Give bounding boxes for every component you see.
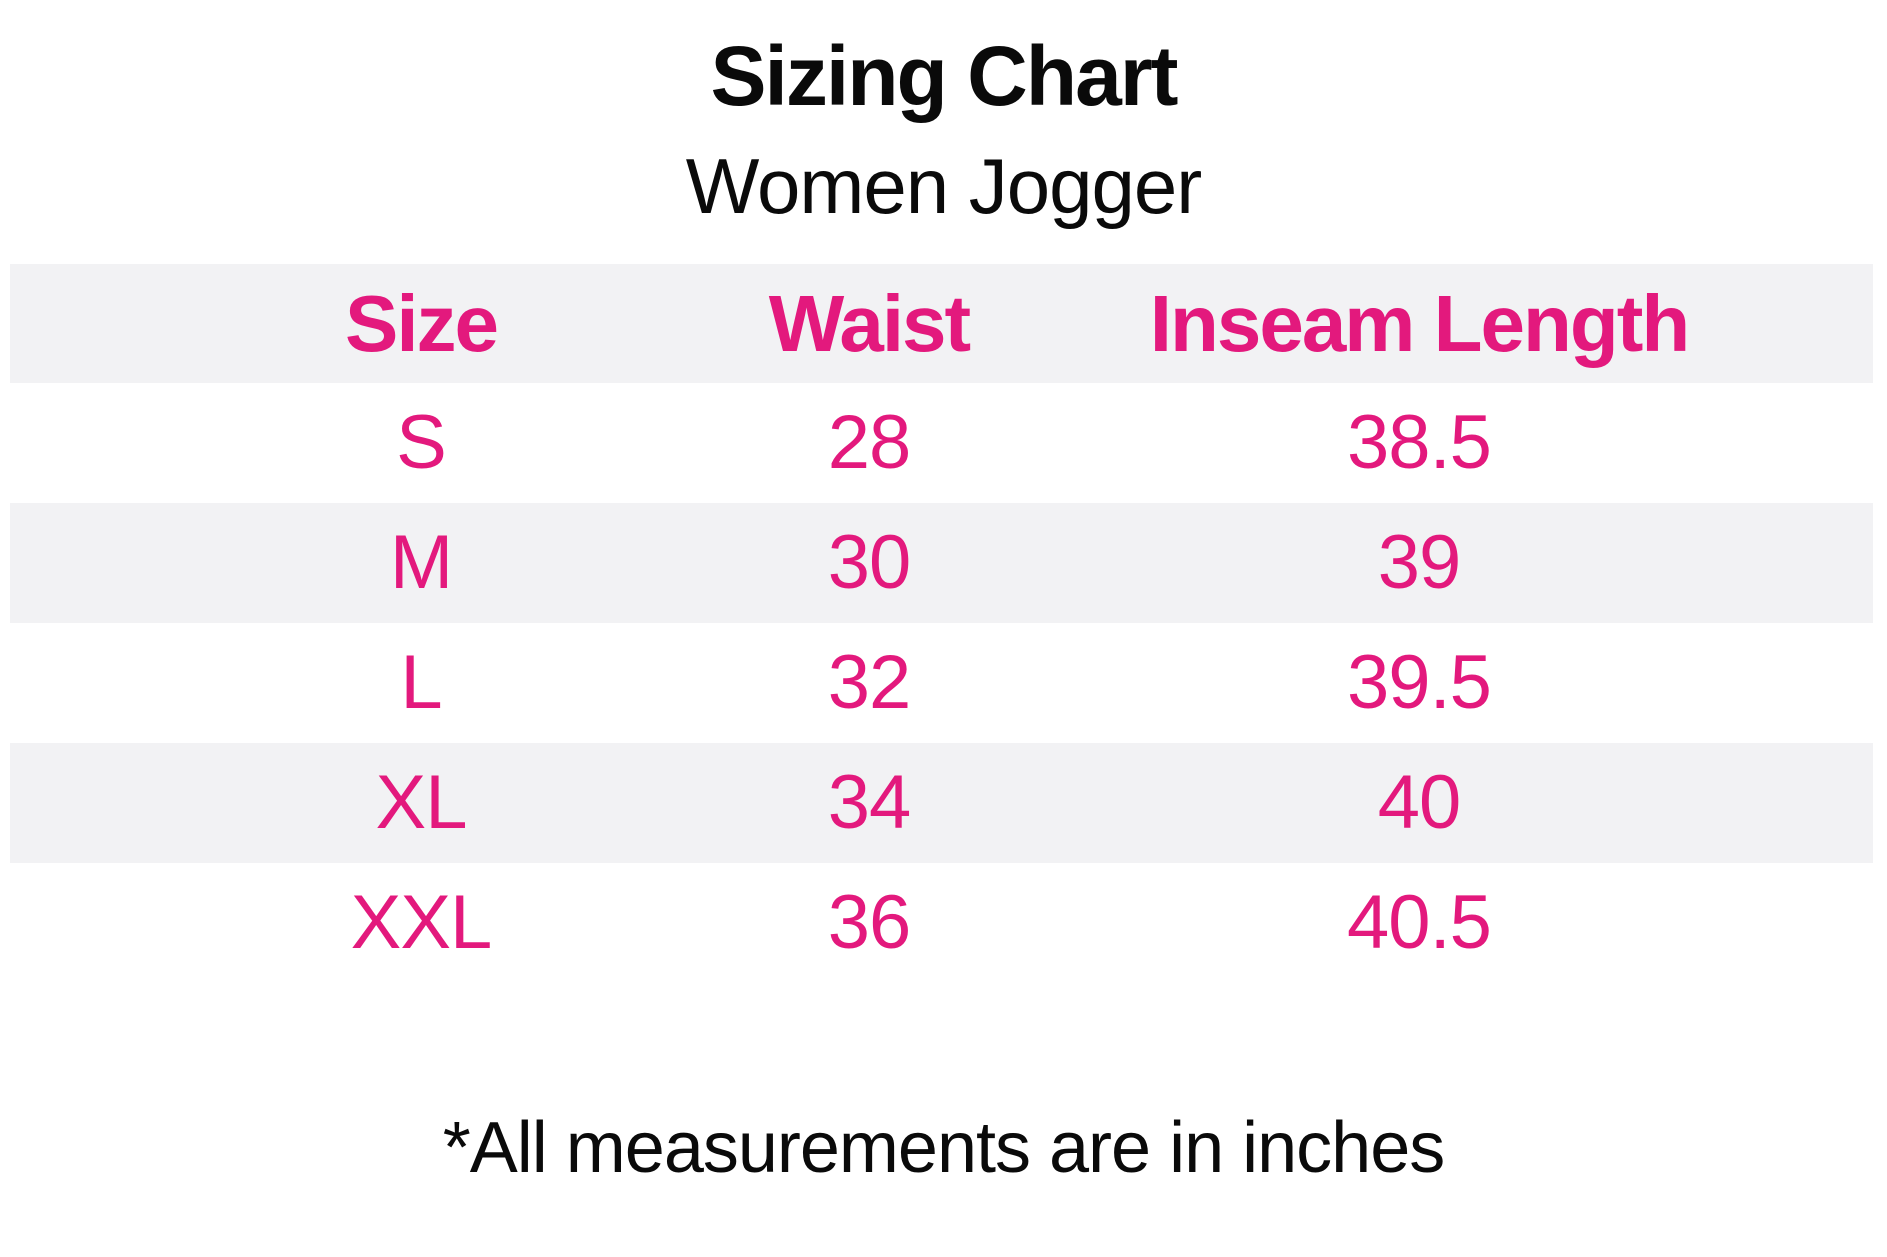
table-header-row: Size Waist Inseam Length <box>0 264 1887 383</box>
table-row-xl: XL 34 40 <box>0 743 1887 863</box>
cell-inseam-xxl: 40.5 <box>1347 880 1492 965</box>
row-stripe <box>10 503 1873 623</box>
cell-waist-m: 30 <box>827 520 912 605</box>
measurements-footnote: *All measurements are in inches <box>442 1108 1445 1188</box>
cell-waist-xl: 34 <box>827 760 912 845</box>
cell-inseam-xl: 40 <box>1377 760 1462 845</box>
header-cell-waist: Waist <box>768 278 971 368</box>
cell-inseam-m: 39 <box>1377 520 1462 605</box>
table-row-l: L 32 39.5 <box>0 623 1887 743</box>
chart-subtitle: Women Jogger <box>685 142 1203 230</box>
cell-waist-l: 32 <box>827 640 912 725</box>
cell-size-m: M <box>389 520 453 605</box>
table-row-xxl: XXL 36 40.5 <box>0 863 1887 983</box>
cell-waist-s: 28 <box>827 400 912 485</box>
row-stripe <box>10 743 1873 863</box>
cell-size-s: S <box>396 400 447 485</box>
header-cell-inseam-length: Inseam Length <box>1149 278 1691 368</box>
chart-title: Sizing Chart <box>710 29 1178 123</box>
cell-size-xl: XL <box>375 760 468 845</box>
cell-inseam-l: 39.5 <box>1347 640 1492 725</box>
table-row-m: M 30 39 <box>0 503 1887 623</box>
cell-size-l: L <box>400 640 442 725</box>
cell-waist-xxl: 36 <box>827 880 912 965</box>
cell-inseam-s: 38.5 <box>1347 400 1492 485</box>
header-row-stripe <box>10 264 1873 383</box>
sizing-table: Size Waist Inseam Length S 28 38.5 M 30 … <box>0 264 1887 983</box>
table-row-s: S 28 38.5 <box>0 383 1887 503</box>
header-cell-size: Size <box>344 278 499 368</box>
cell-size-xxl: XXL <box>350 880 493 965</box>
